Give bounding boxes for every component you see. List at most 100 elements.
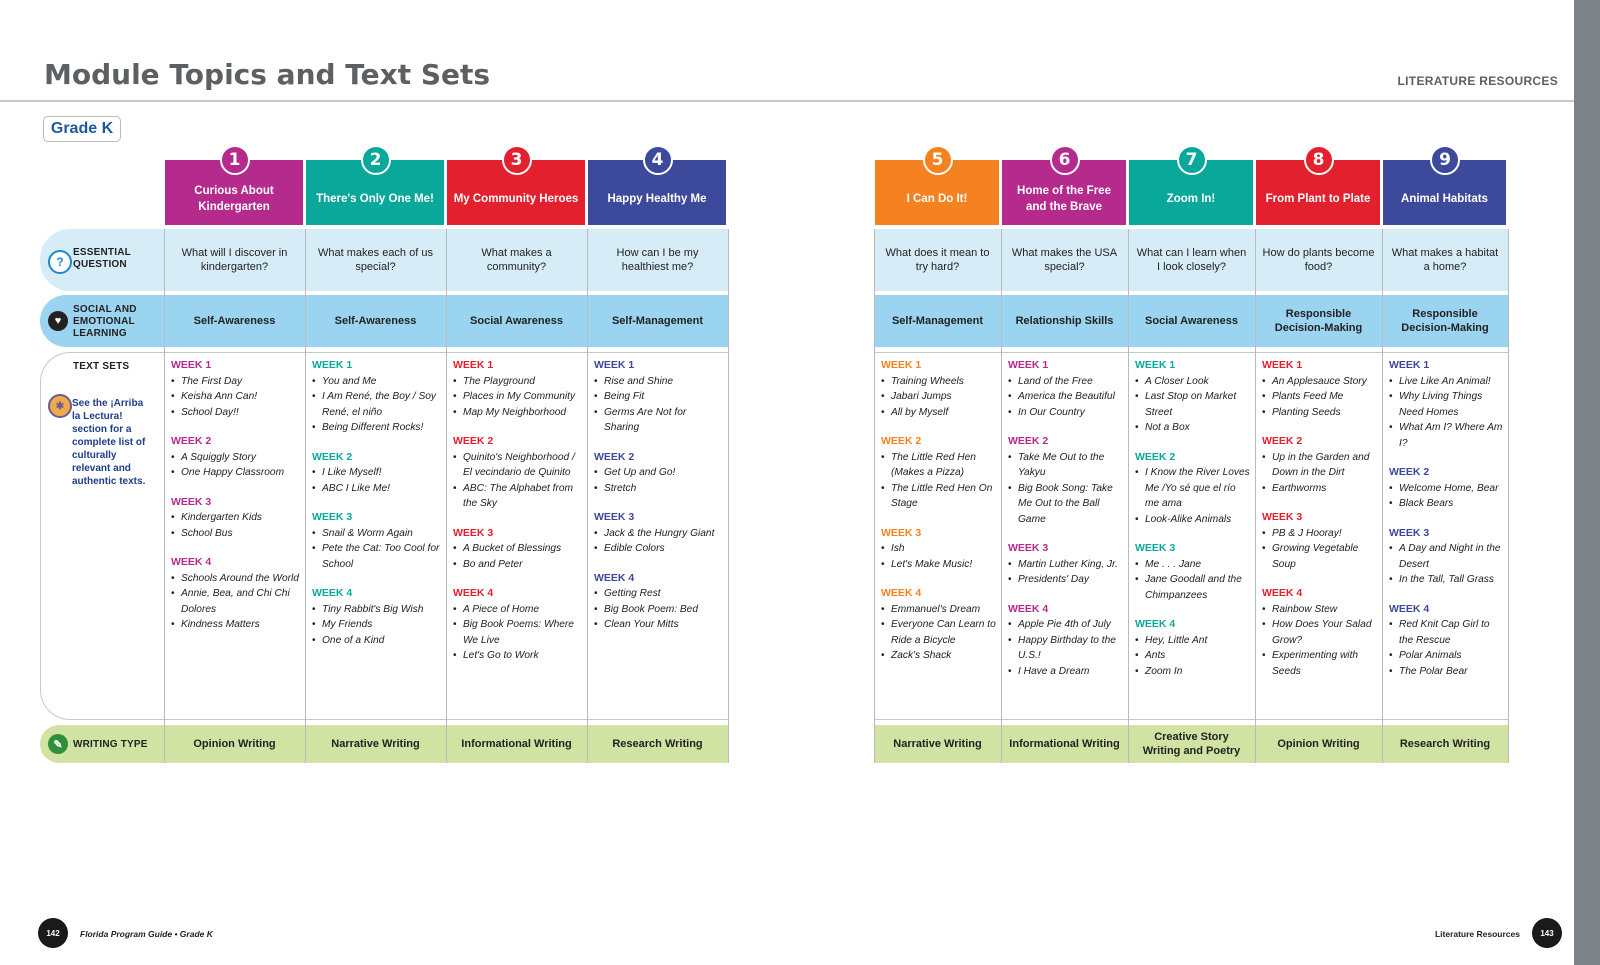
week-label: WEEK 4 [1135,618,1176,630]
text-title: Black Bears [1389,496,1503,512]
text-title: Live Like An Animal! [1389,374,1503,390]
sel-cell: Social Awareness [1145,315,1238,327]
page-number-right: 143 [1532,918,1562,948]
week-label: WEEK 4 [1262,587,1303,599]
text-list: A Piece of HomeBig Book Poems: Where We … [453,602,582,664]
essential-question-cell: What makes each of us special? [318,247,433,273]
text-title: All by Myself [881,405,996,421]
week-label: WEEK 3 [453,526,494,539]
heart-icon: ♥ [48,311,68,331]
sel-cell: Self-Awareness [334,315,417,327]
text-title: Big Book Poem: Bed [594,602,723,618]
writing-type-cell: Informational Writing [1009,738,1120,750]
week-label: WEEK 3 [1262,511,1303,523]
text-set-column: WEEK 1 You and MeI Am René, the Boy / Soy… [305,358,446,648]
writing-type-cell: Narrative Writing [893,738,982,750]
text-title: Quinito's Neighborhood / El vecindario d… [453,450,582,481]
text-list: You and MeI Am René, the Boy / Soy René,… [312,374,441,436]
text-title: Zoom In [1135,664,1250,680]
grid-line [874,229,875,763]
text-title: Edible Colors [594,541,723,557]
week-label: WEEK 2 [171,435,212,447]
title-rule [0,100,1574,102]
module-number: 4 [642,145,673,175]
text-title: Rainbow Stew [1262,602,1377,618]
text-title: Annie, Bea, and Chi Chi Dolores [171,586,300,617]
text-title: Jane Goodall and the Chimpanzees [1135,572,1250,603]
text-title: Places in My Community [453,389,582,405]
text-title: Clean Your Mitts [594,617,723,633]
text-sets-label: TEXT SETS [73,361,130,372]
essential-question-cell: How can I be my healthiest me? [616,247,699,273]
text-title: Me . . . Jane [1135,557,1250,573]
text-list: IshLet's Make Music! [881,541,996,572]
text-title: I Like Myself! [312,465,441,481]
text-title: Emmanuel's Dream [881,602,996,618]
week-label: WEEK 1 [171,359,212,371]
grid-line [164,229,165,763]
text-title: School Bus [171,526,300,542]
grid-line [446,229,447,763]
text-title: Look-Alike Animals [1135,512,1250,528]
week-label: WEEK 4 [171,556,212,568]
question-icon: ? [48,250,72,274]
essential-question-cell: What does it mean to try hard? [885,247,990,273]
text-title: Hey, Little Ant [1135,633,1250,649]
module-number: 7 [1176,145,1207,175]
text-title: A Bucket of Blessings [453,541,582,557]
text-title: I Am René, the Boy / Soy René, el niño [312,389,441,420]
module-number: 6 [1049,145,1080,175]
week-label: WEEK 3 [1389,526,1430,539]
grid-line [728,229,729,763]
text-title: In Our Country [1008,405,1123,421]
page-number-left: 142 [38,918,68,948]
text-list: Rainbow StewHow Does Your Salad Grow?Exp… [1262,602,1377,680]
week-label: WEEK 3 [312,511,353,523]
text-title: Why Living Things Need Homes [1389,389,1503,420]
essential-question-label: ESSENTIAL QUESTION [73,247,131,270]
text-title: A Piece of Home [453,602,582,618]
text-list: Red Knit Cap Girl to the RescuePolar Ani… [1389,617,1503,679]
text-list: Quinito's Neighborhood / El vecindario d… [453,450,582,512]
text-list: I Like Myself!ABC I Like Me! [312,465,441,496]
text-title: Being Fit [594,389,723,405]
writing-type-cell: Narrative Writing [331,738,420,750]
text-list: Rise and ShineBeing FitGerms Are Not for… [594,374,723,436]
week-label: WEEK 2 [312,450,353,463]
essential-question-cell: What will I discover in kindergarten? [181,247,288,273]
week-label: WEEK 2 [1135,450,1176,463]
text-title: Experimenting with Seeds [1262,648,1377,679]
text-list: Apple Pie 4th of JulyHappy Birthday to t… [1008,617,1123,679]
week-label: WEEK 4 [1008,602,1049,615]
module-number: 9 [1430,145,1460,175]
text-title: Germs Are Not for Sharing [594,405,723,436]
module-number: 2 [360,145,391,175]
footer-right-text: Literature Resources [1434,929,1520,939]
week-label: WEEK 3 [171,495,212,508]
text-set-column: WEEK 1 Live Like An Animal!Why Living Thi… [1382,358,1508,679]
text-title: Let's Make Music! [881,557,996,573]
text-list: Getting RestBig Book Poem: BedClean Your… [594,586,723,633]
text-title: Happy Birthday to the U.S.! [1008,633,1123,664]
week-label: WEEK 2 [1389,466,1430,478]
text-list: Take Me Out to the YakyuBig Book Song: T… [1008,450,1123,528]
week-label: WEEK 2 [1262,435,1303,447]
week-label: WEEK 1 [1389,359,1430,371]
text-title: Apple Pie 4th of July [1008,617,1123,633]
grade-badge: Grade K [43,116,121,142]
week-label: WEEK 1 [1008,359,1049,371]
grid-line [1382,229,1383,763]
module-number: 8 [1303,145,1334,175]
text-title: Stretch [594,481,723,497]
week-label: WEEK 4 [1389,602,1430,615]
week-label: WEEK 1 [594,359,635,371]
text-title: Planting Seeds [1262,405,1377,421]
text-title: What Am I? Where Am I? [1389,420,1503,451]
grid-line [1128,229,1129,763]
text-title: Zack's Shack [881,648,996,664]
text-title: Earthworms [1262,481,1377,497]
module-number: 1 [219,145,250,175]
text-set-column: WEEK 1 Rise and ShineBeing FitGerms Are N… [587,358,728,633]
text-list: Get Up and Go!Stretch [594,465,723,496]
module-gap [729,229,874,763]
